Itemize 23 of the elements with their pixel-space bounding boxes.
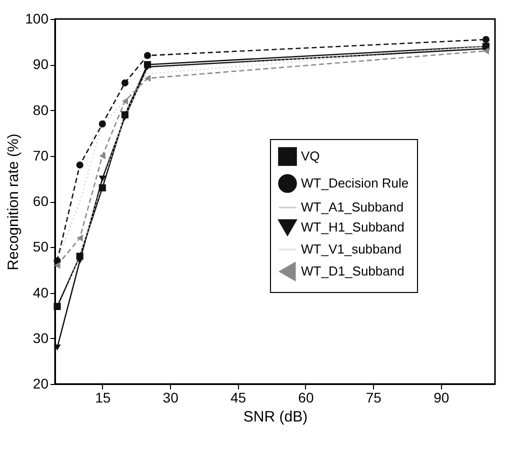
x-tick-label: 30 [162, 390, 179, 406]
y-tick-label: 90 [32, 56, 49, 72]
legend-label: WT_V1_subband [301, 242, 402, 256]
x-tick-label: 45 [230, 390, 246, 406]
legend-label: WT_D1_Subband [301, 264, 404, 278]
y-tick-label: 20 [32, 376, 49, 392]
y-tick-label: 80 [32, 102, 49, 118]
y-tick-label: 100 [25, 10, 49, 26]
x-tick-label: 15 [95, 390, 111, 406]
x-tick-label: 60 [298, 390, 314, 406]
legend-label: WT_A1_Subband [301, 200, 404, 214]
y-tick-label: 70 [32, 147, 49, 164]
x-tick-label: 75 [366, 390, 382, 406]
y-tick-label: 60 [32, 193, 49, 209]
y-tick-label: 40 [32, 284, 49, 300]
y-tick-label: 30 [32, 330, 49, 346]
x-tick-label: 90 [434, 390, 450, 406]
y-axis-title: Recognition rate (%) [5, 134, 22, 270]
x-axis-title: SNR (dB) [243, 408, 308, 426]
legend-label: VQ [301, 148, 320, 164]
y-tick-label: 50 [32, 238, 49, 255]
legend-label: WT_Decision Rule [301, 176, 409, 190]
legend-label: WT_H1_Subband [301, 220, 404, 234]
